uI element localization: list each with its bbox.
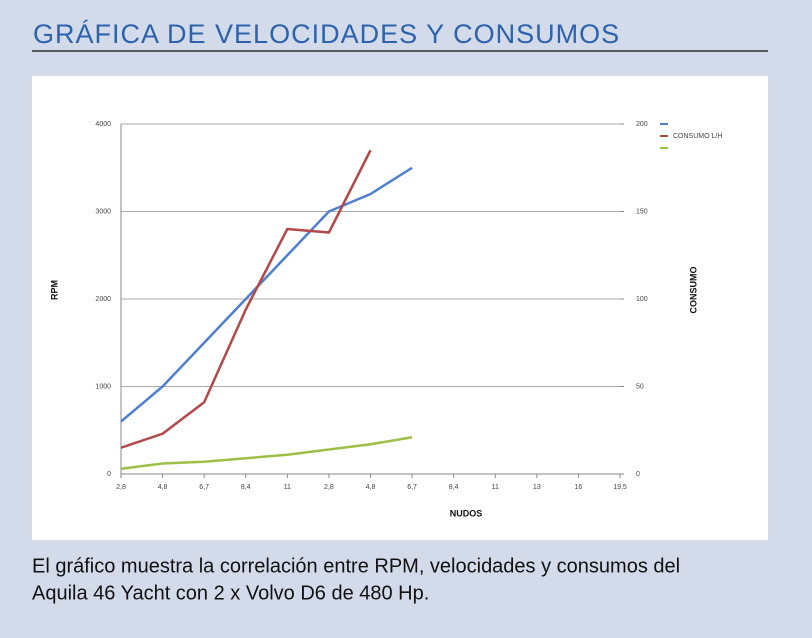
caption-line: Aquila 46 Yacht con 2 x Volvo D6 de 480 … bbox=[32, 582, 429, 604]
series-line bbox=[120, 166, 413, 423]
legend-label: CONSUMO L/H bbox=[673, 133, 722, 140]
chart-panel bbox=[32, 76, 768, 540]
x-tick-label: 4,8 bbox=[158, 484, 168, 491]
y-tick-label: 0 bbox=[107, 471, 111, 478]
y2-tick-label: 150 bbox=[636, 208, 648, 215]
y-tick-label: 4000 bbox=[95, 121, 111, 128]
caption-line: El gráfico muestra la correlación entre … bbox=[32, 555, 680, 577]
y2-tick-label: 100 bbox=[636, 296, 648, 303]
x-tick-label: 2,8 bbox=[324, 484, 334, 491]
y2-axis-label: CONSUMO bbox=[688, 267, 698, 314]
series-line bbox=[120, 436, 413, 470]
series-line bbox=[120, 149, 372, 449]
y2-tick-label: 200 bbox=[636, 121, 648, 128]
y2-tick-label: 50 bbox=[636, 383, 644, 390]
x-tick-label: 11 bbox=[492, 484, 499, 491]
y2-tick-label: 0 bbox=[636, 471, 640, 478]
y-tick-label: 1000 bbox=[95, 383, 111, 390]
x-axis-label: NUDOS bbox=[450, 508, 483, 518]
y-axis-label: RPM bbox=[49, 280, 59, 300]
x-tick-label: 8,4 bbox=[449, 484, 459, 491]
x-tick-label: 6,7 bbox=[407, 484, 417, 491]
y-tick-label: 3000 bbox=[95, 208, 111, 215]
x-tick-label: 8,4 bbox=[241, 484, 251, 491]
y-tick-label: 2000 bbox=[95, 296, 111, 303]
x-tick-label: 6,7 bbox=[199, 484, 209, 491]
x-tick-label: 4,8 bbox=[366, 484, 376, 491]
x-tick-label: 2,8 bbox=[116, 484, 126, 491]
x-tick-label: 19,5 bbox=[613, 484, 627, 491]
x-tick-label: 13 bbox=[533, 484, 541, 491]
x-tick-label: 11 bbox=[284, 484, 291, 491]
page-title: GRÁFICA DE VELOCIDADES Y CONSUMOS bbox=[33, 19, 620, 49]
x-tick-label: 16 bbox=[575, 484, 583, 491]
